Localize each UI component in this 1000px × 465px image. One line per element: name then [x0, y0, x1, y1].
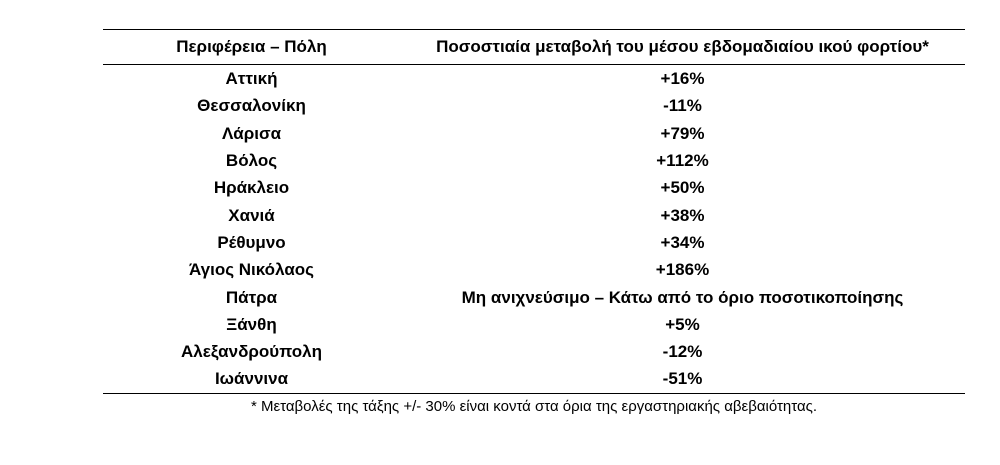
- table-cell: Αττική: [225, 69, 278, 89]
- table-cell: -11%: [663, 96, 702, 116]
- table-cell: +16%: [660, 69, 705, 89]
- table-cell: Άγιος Νικόλαος: [189, 260, 314, 280]
- table-cell: +186%: [655, 260, 710, 280]
- table-row: Αττική +16%: [103, 65, 965, 93]
- table-cell: +79%: [660, 123, 705, 143]
- table-row: Ξάνθη +5%: [103, 311, 965, 338]
- table-cell: Μη ανιχνεύσιμο – Κάτω από το όριο ποσοτι…: [461, 287, 904, 307]
- table-row: Άγιος Νικόλαος +186%: [103, 256, 965, 283]
- table-cell: Βόλος: [225, 151, 278, 171]
- header-cell: Ποσοστιαία μεταβολή του μέσου εβδομαδιαί…: [400, 30, 965, 65]
- table-row: Αλεξανδρούπολη -12%: [103, 338, 965, 365]
- header-text: Ποσοστιαία μεταβολή του μέσου εβδομαδιαί…: [436, 37, 929, 56]
- table-cell: +50%: [660, 178, 705, 198]
- table-row: Λάρισα +79%: [103, 120, 965, 147]
- table-cell: +38%: [660, 205, 705, 225]
- table-row: Ηράκλειο +50%: [103, 174, 965, 201]
- table-row: Βόλος +112%: [103, 147, 965, 174]
- table-cell: Ρέθυμνο: [217, 232, 286, 252]
- table-cell: Χανιά: [228, 205, 275, 225]
- table-cell: Πάτρα: [225, 287, 278, 307]
- table-row: Ιωάννινα -51%: [103, 365, 965, 394]
- table-row: Θεσσαλονίκη -11%: [103, 92, 965, 119]
- table-body: Αττική +16% Θεσσαλονίκη -11% Λάρισα +79% Βόλος…: [103, 65, 965, 394]
- table-wrap: Περιφέρεια – Πόλη Ποσοστιαία μεταβολή το…: [103, 29, 965, 415]
- table-header: Περιφέρεια – Πόλη Ποσοστιαία μεταβολή το…: [103, 29, 965, 65]
- table-cell: -51%: [662, 369, 703, 389]
- table-cell: Ξάνθη: [226, 314, 277, 334]
- table-cell: +34%: [660, 232, 705, 252]
- table-cell: +112%: [656, 151, 709, 171]
- footnote: * Μεταβολές της τάξης +/- 30% είναι κοντ…: [250, 397, 818, 415]
- table-cell: Ιωάννινα: [214, 369, 289, 389]
- header-row: Περιφέρεια – Πόλη Ποσοστιαία μεταβολή το…: [103, 29, 965, 65]
- table-cell: Ηράκλειο: [213, 178, 290, 198]
- table-cell: -12%: [662, 342, 703, 362]
- header-cell: Περιφέρεια – Πόλη: [176, 37, 327, 56]
- table: Περιφέρεια – Πόλη Ποσοστιαία μεταβολή το…: [103, 29, 965, 394]
- table-row: Ρέθυμνο +34%: [103, 229, 965, 256]
- table-row: Πάτρα Μη ανιχνεύσιμο – Κάτω από το όριο π…: [103, 283, 965, 310]
- table-cell: Αλεξανδρούπολη: [181, 342, 322, 362]
- table-cell: +5%: [665, 314, 700, 334]
- table-cell: Θεσσαλονίκη: [197, 96, 306, 116]
- table-cell: Λάρισα: [221, 123, 282, 143]
- table-row: Χανιά +38%: [103, 201, 965, 228]
